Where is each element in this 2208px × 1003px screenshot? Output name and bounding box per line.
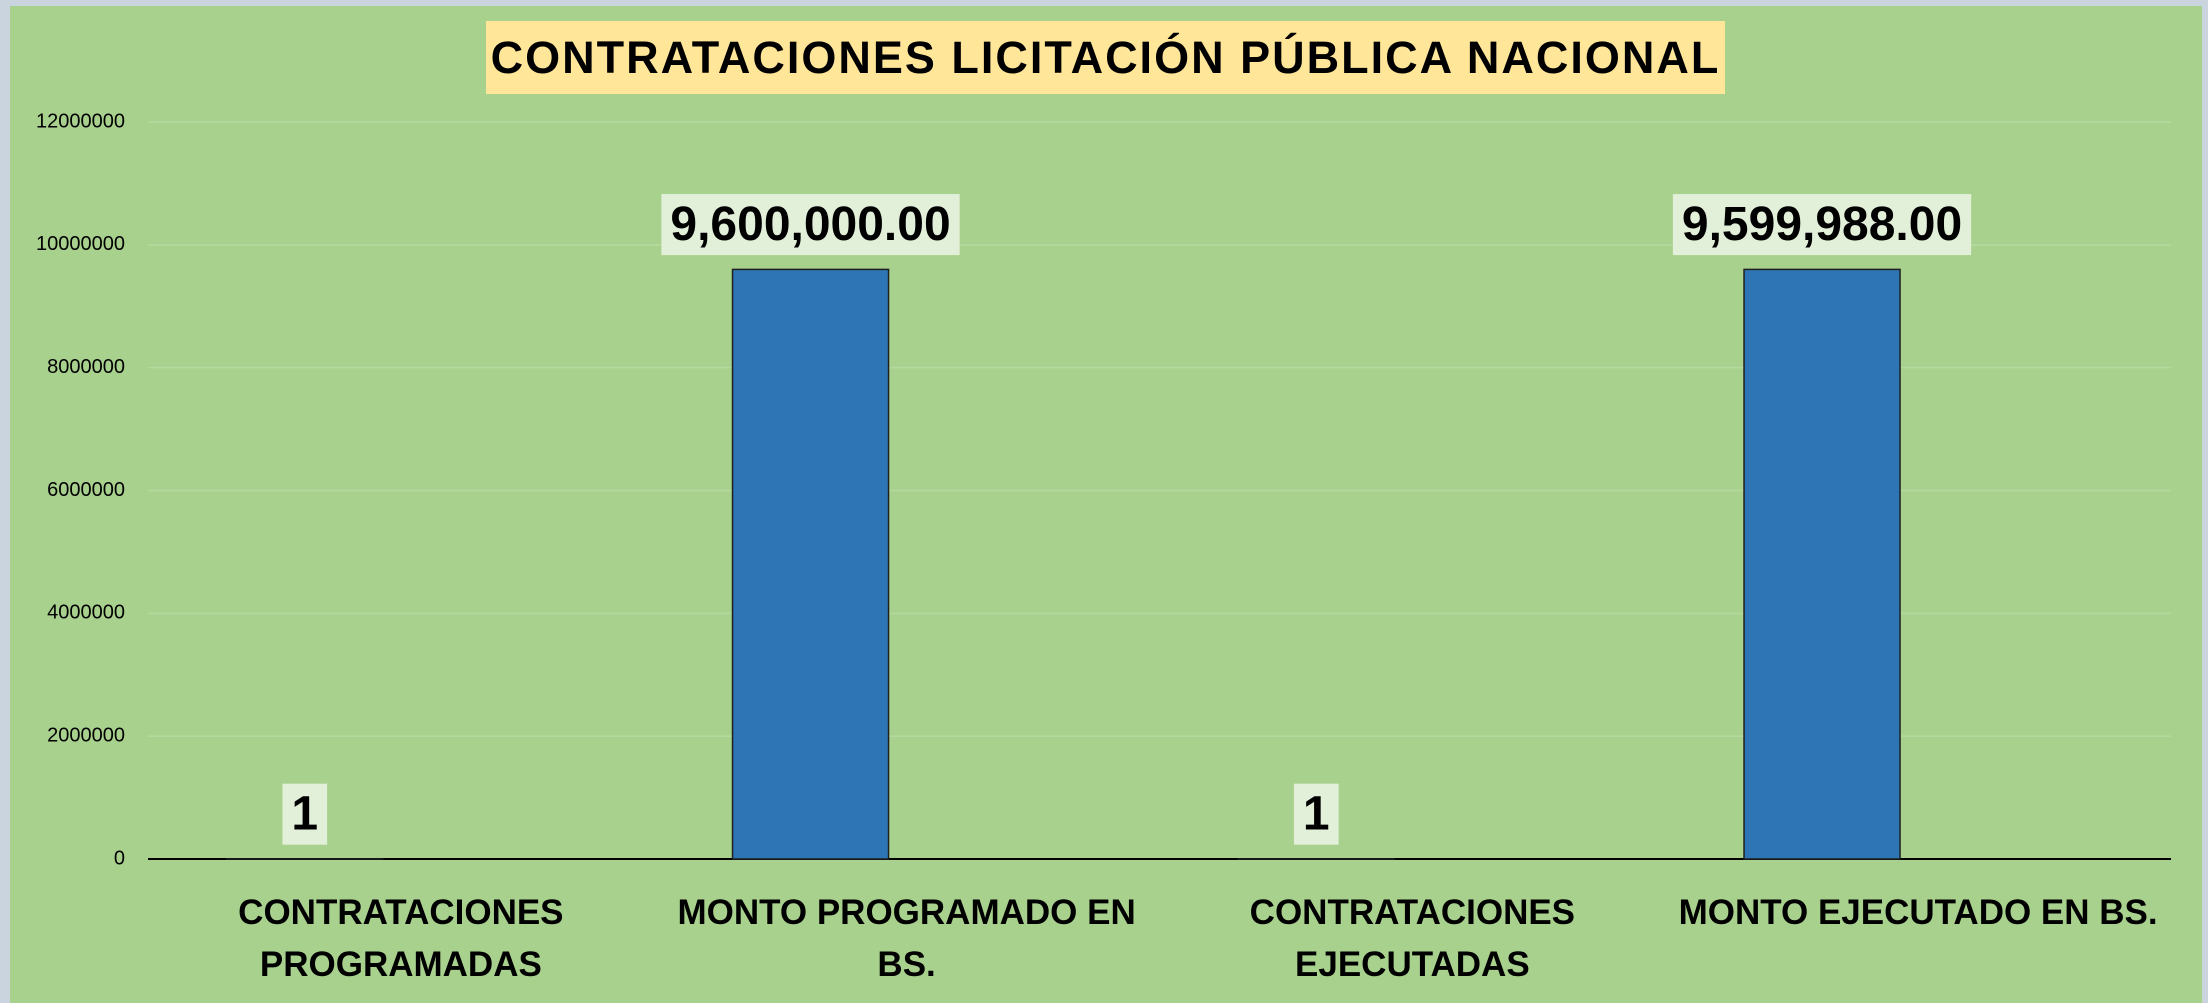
data-label-bg <box>1672 194 1972 256</box>
data-label: 9,599,988.00 <box>1682 198 1962 251</box>
y-tick-label: 12000000 <box>36 110 125 132</box>
x-tick-label: CONTRATACIONES PROGRAMADAS <box>238 893 564 984</box>
x-tick-label: MONTO PROGRAMADO EN BS. <box>677 893 1136 984</box>
bar <box>731 268 890 860</box>
x-tick-label: MONTO EJECUTADO EN BS. <box>1678 893 2158 932</box>
data-label: 9,600,000.00 <box>670 198 950 251</box>
data-label: 1 <box>1303 788 1330 841</box>
data-label-bg <box>282 783 328 845</box>
chart: 0 2000000 4000000 6000000 8000000 10000000 120… <box>36 110 2171 869</box>
chart-area: 0 2000000 4000000 6000000 8000000 10000000 120… <box>10 6 2202 1003</box>
y-tick-label: 2000000 <box>47 724 125 746</box>
data-label-bg <box>661 194 960 256</box>
x-tick-label: CONTRATACIONES EJECUTADAS <box>1249 893 1576 984</box>
data-label-bg <box>1293 783 1339 845</box>
y-tick-label: 0 <box>114 847 125 869</box>
chart-title: CONTRATACIONES LICITACIÓN PÚBLICA NACION… <box>486 21 1725 94</box>
y-tick-label: 6000000 <box>47 479 125 501</box>
y-tick-label: 4000000 <box>47 602 125 624</box>
bar <box>1743 268 1901 860</box>
y-tick-label: 8000000 <box>47 356 125 378</box>
data-label: 1 <box>291 788 318 841</box>
y-tick-label: 10000000 <box>36 233 125 255</box>
